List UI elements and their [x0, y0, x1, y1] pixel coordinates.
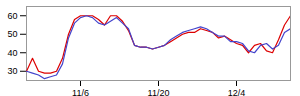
- svg-text:30: 30: [7, 66, 17, 76]
- svg-text:12/4: 12/4: [228, 88, 246, 96]
- svg-text:50: 50: [7, 29, 17, 39]
- svg-text:60: 60: [7, 11, 17, 21]
- svg-text:11/20: 11/20: [148, 88, 170, 96]
- svg-text:11/6: 11/6: [72, 88, 89, 96]
- svg-text:40: 40: [7, 48, 17, 58]
